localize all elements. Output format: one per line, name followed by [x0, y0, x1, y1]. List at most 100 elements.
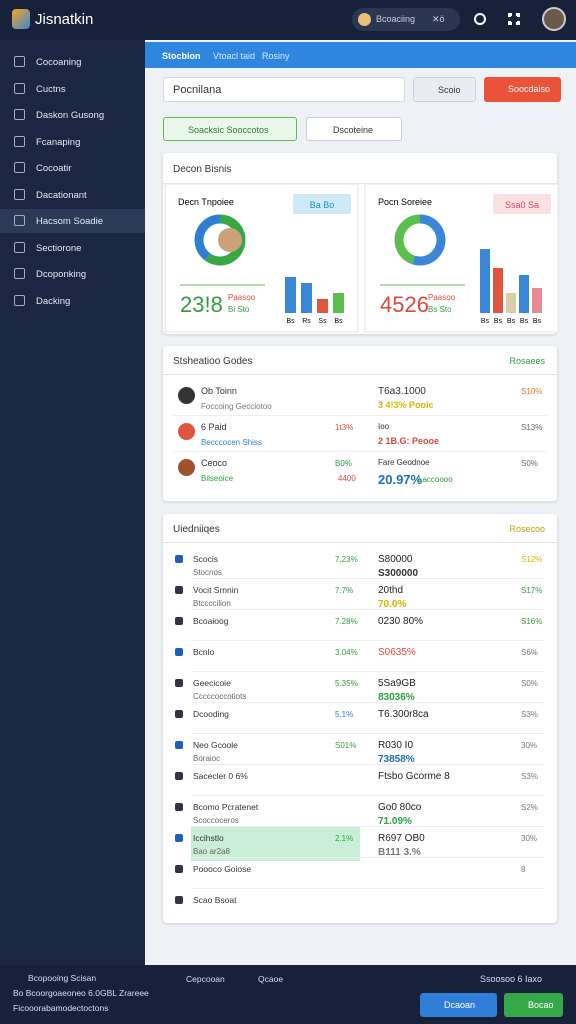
grid-icon[interactable]: [508, 13, 520, 25]
footer-link[interactable]: Qcaoe: [258, 974, 284, 984]
logo-icon: [12, 9, 30, 29]
footer-button[interactable]: Bocao: [504, 993, 563, 1017]
footer-right: Ssoosoo 6 Iaxo: [480, 974, 543, 984]
button-label: Dcaoan: [444, 1000, 476, 1010]
items-card: Uiedniiqes Rosecoo Scocis Stocnos 7.23% S80…: [163, 514, 557, 923]
tab[interactable]: Rosiny: [262, 51, 290, 61]
bar-label: Bs: [334, 318, 343, 325]
link[interactable]: Rosaees: [509, 356, 545, 366]
action-label: Soocdaiso: [508, 84, 551, 94]
sidebar-item[interactable]: Cocoaning: [0, 50, 145, 74]
clock-icon[interactable]: [474, 13, 486, 25]
badge-text: Ba Bo: [310, 200, 335, 210]
logo[interactable]: Jisnatkin: [35, 11, 94, 28]
row-pct: 3.04%: [335, 648, 358, 657]
footer-link[interactable]: Cepcooan: [186, 974, 225, 984]
row-icon: [178, 459, 195, 476]
sidebar-label: Fcanaping: [36, 136, 81, 148]
sidebar-label: Dacking: [36, 295, 71, 307]
avatar[interactable]: [542, 7, 566, 31]
row-name: Scocis: [193, 554, 219, 564]
row-sub: Foccoing Gecciotoo: [201, 402, 272, 411]
divider: [191, 733, 545, 734]
sidebar-label: Sectiorone: [36, 242, 82, 254]
divider: [191, 578, 545, 579]
sidebar-item[interactable]: Cocoatir: [0, 156, 145, 180]
row-icon: [178, 423, 195, 440]
footer: Dcaoan Bocao Ssoosoo 6 Iaxo Bcopooing Sc…: [0, 965, 576, 1024]
row-sub: Boraioc: [193, 754, 221, 763]
row-value-sub: 83036%: [378, 692, 415, 703]
sidebar-item[interactable]: Daskon Gusong: [0, 103, 145, 127]
footer-text: Bcopooing Scisan: [28, 973, 97, 983]
sidebar-icon: [14, 188, 25, 200]
row-name: 6 Paid: [201, 422, 227, 432]
bar: [333, 293, 344, 313]
card-title: Decon Bisnis: [173, 164, 232, 175]
bar: [493, 268, 503, 313]
row-name: Scao Bsoat: [193, 895, 237, 905]
row-sub: Stocnos: [193, 568, 222, 577]
row-icon: [175, 710, 183, 718]
tab[interactable]: Stocbion: [162, 51, 201, 61]
donut-segment: [394, 214, 446, 266]
metric-label: Paasoo: [228, 293, 256, 302]
sidebar-item[interactable]: Fcanaping: [0, 130, 145, 154]
button-label: Scoio: [438, 85, 461, 95]
row-name: Iccihstlo: [193, 833, 224, 843]
bar-label: Rs: [302, 318, 311, 325]
sidebar-label: Daskon Gusong: [36, 110, 105, 121]
row-sub: Bilseoice: [201, 474, 234, 483]
row-pct: 4400: [338, 474, 356, 483]
row-right: S3%: [521, 772, 538, 781]
row-name: Bcomo Pcratenet: [193, 802, 259, 812]
button[interactable]: Scoio: [413, 77, 476, 102]
divider: [191, 826, 545, 827]
row-pct: 2.1%: [335, 834, 354, 843]
metric-label: Paasoo: [428, 293, 456, 302]
bar-label: Bs: [286, 318, 295, 325]
search-value: Pocnilana: [173, 84, 222, 96]
row-pct: 7.23%: [335, 555, 358, 564]
divider: [163, 183, 557, 184]
row-value: T6a3.1000: [378, 386, 426, 397]
sidebar-icon: [14, 215, 25, 226]
action-button[interactable]: Soocdaiso: [484, 77, 561, 102]
tab[interactable]: Vtoacl taid: [213, 51, 256, 61]
footer-button[interactable]: Dcaoan: [420, 993, 497, 1017]
metric-label: Bs Sto: [428, 305, 452, 314]
row-value: 0230 80%: [378, 616, 424, 627]
link[interactable]: Rosecoo: [509, 524, 545, 534]
sidebar-item[interactable]: Hacsom Soadie: [0, 209, 145, 233]
search-pill[interactable]: Bcoaciing ✕ö: [352, 8, 460, 31]
divider: [191, 671, 545, 672]
search-hint: ✕ö: [432, 14, 445, 24]
sidebar-icon: [14, 268, 25, 279]
row-icon: [175, 803, 183, 811]
row-sub: Cccccoccotiots: [193, 692, 247, 701]
row-pct: 1t3%: [335, 423, 354, 432]
search-input[interactable]: Pocnilana: [163, 77, 405, 102]
avatar-small: [358, 13, 371, 26]
photo: [218, 228, 242, 252]
row-icon: [175, 865, 183, 873]
bar-label: Bs: [481, 318, 490, 325]
row-value: R030 I0: [378, 740, 414, 751]
bar: [301, 283, 312, 313]
sidebar-item[interactable]: Dacking: [0, 289, 145, 313]
filter-dropdown[interactable]: Soacksic Sooccotos: [163, 117, 297, 141]
row-value: R697 OB0: [378, 833, 425, 844]
panel-title: Decn Tnpoiee: [178, 197, 234, 207]
row-value-sub: 71.09%: [378, 816, 412, 827]
divider: [173, 415, 547, 416]
filter-dropdown[interactable]: Dscoteine: [306, 117, 402, 141]
bar-label: Bs: [520, 318, 529, 325]
row-pct: B0%: [335, 459, 352, 468]
sidebar-item[interactable]: Dacationant: [0, 183, 145, 207]
sidebar-item[interactable]: Sectiorone: [0, 236, 145, 260]
sidebar-item[interactable]: Cuctns: [0, 77, 145, 101]
sidebar-item[interactable]: Dcoponking: [0, 262, 145, 286]
row-value-sub: 3 4!3% Pooic: [378, 400, 434, 410]
sidebar-label: Dacationant: [36, 189, 87, 201]
metric-label: Bi Sto: [228, 305, 250, 314]
